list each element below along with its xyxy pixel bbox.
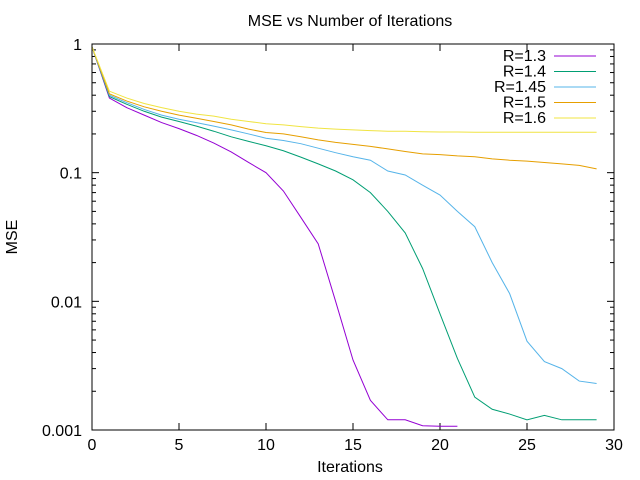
chart-title: MSE vs Number of Iterations — [248, 13, 453, 30]
x-axis-label: Iterations — [317, 459, 383, 476]
legend: R=1.3R=1.4R=1.45R=1.5R=1.6 — [494, 48, 596, 127]
y-tick-label: 1 — [73, 37, 82, 54]
y-tick-label: 0.1 — [60, 166, 82, 183]
legend-label: R=1.45 — [494, 79, 546, 96]
legend-label: R=1.6 — [503, 110, 546, 127]
series-line-R=1.4 — [91, 46, 597, 421]
series-line-R=1.5 — [91, 46, 597, 170]
series-line-R=1.6 — [91, 46, 597, 133]
x-tick-label: 30 — [605, 437, 623, 454]
series-line-R=1.3 — [91, 46, 458, 427]
legend-label: R=1.5 — [503, 95, 546, 112]
y-tick-label: 0.01 — [51, 294, 82, 311]
x-tick-label: 10 — [257, 437, 275, 454]
x-tick-label: 20 — [431, 437, 449, 454]
x-tick-label: 25 — [518, 437, 536, 454]
legend-label: R=1.4 — [503, 64, 546, 81]
series-lines — [91, 46, 597, 427]
series-line-R=1.45 — [91, 46, 597, 384]
x-tick-label: 0 — [88, 437, 97, 454]
x-tick-label: 5 — [175, 437, 184, 454]
plot-frame — [91, 43, 615, 431]
y-tick-label: 0.001 — [42, 423, 82, 440]
x-tick-label: 15 — [344, 437, 362, 454]
y-axis-label: MSE — [4, 220, 21, 255]
legend-label: R=1.3 — [503, 48, 546, 65]
